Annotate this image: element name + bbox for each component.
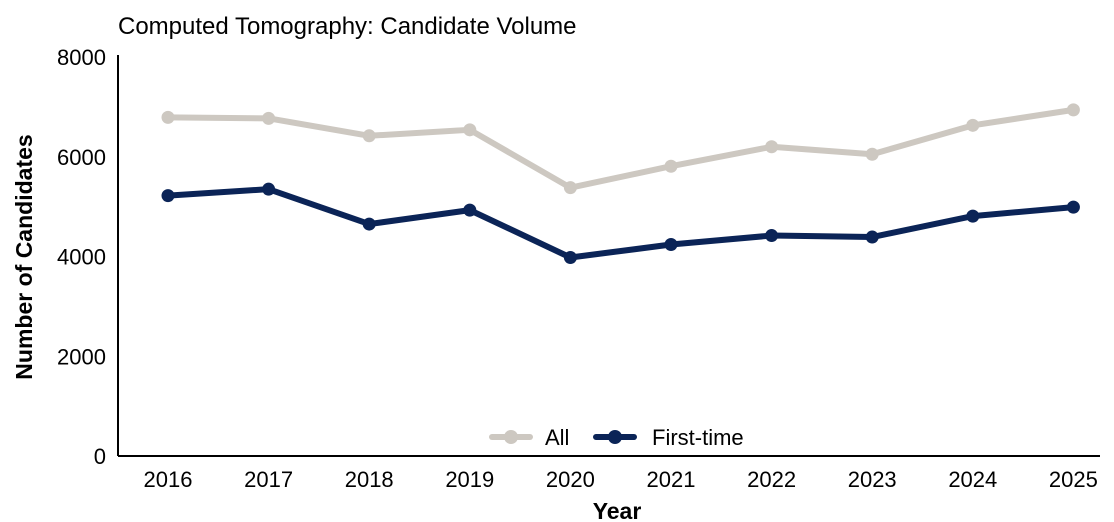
data-point xyxy=(161,189,175,203)
series-layer xyxy=(161,103,1080,264)
y-axis: 0 2000 4000 6000 8000 xyxy=(57,45,119,469)
data-point xyxy=(966,118,980,132)
legend-marker xyxy=(504,430,518,444)
data-point xyxy=(262,182,276,196)
series-all xyxy=(161,103,1080,195)
legend-item: First-time xyxy=(593,425,744,450)
y-tick-label: 0 xyxy=(94,444,106,469)
data-point xyxy=(765,140,779,154)
data-point xyxy=(865,230,879,244)
x-tick-label: 2019 xyxy=(445,467,494,492)
x-tick-label: 2018 xyxy=(345,467,394,492)
x-axis-title: Year xyxy=(593,498,642,522)
y-tick-label: 8000 xyxy=(57,45,106,70)
data-point xyxy=(765,229,779,243)
legend-label: All xyxy=(545,425,569,450)
data-point xyxy=(463,123,477,137)
data-point xyxy=(1066,103,1080,117)
y-tick-label: 4000 xyxy=(57,245,106,270)
data-point xyxy=(966,209,980,223)
legend-item: All xyxy=(489,425,569,450)
series-line xyxy=(165,186,1077,261)
x-tick-label: 2020 xyxy=(546,467,595,492)
x-tick-label: 2022 xyxy=(747,467,796,492)
data-point xyxy=(664,159,678,173)
data-point xyxy=(563,181,577,195)
y-tick-label: 2000 xyxy=(57,344,106,369)
y-axis-title: Number of Candidates xyxy=(11,134,37,379)
x-tick-label: 2016 xyxy=(144,467,193,492)
x-tick-label: 2024 xyxy=(948,467,997,492)
data-point xyxy=(362,129,376,143)
legend-marker xyxy=(608,430,622,444)
x-tick-label: 2021 xyxy=(647,467,696,492)
x-axis: 2016 2017 2018 2019 2020 2021 2022 2023 2024 2025 xyxy=(118,455,1100,492)
data-point xyxy=(161,110,175,124)
x-tick-label: 2017 xyxy=(244,467,293,492)
data-point xyxy=(463,203,477,217)
data-point xyxy=(262,111,276,125)
chart-title: Computed Tomography: Candidate Volume xyxy=(118,13,577,40)
data-point xyxy=(865,147,879,161)
series-first-time xyxy=(161,182,1080,264)
legend: All First-time xyxy=(489,425,744,450)
x-tick-label: 2023 xyxy=(848,467,897,492)
data-point xyxy=(664,238,678,252)
legend-label: First-time xyxy=(652,425,744,450)
x-tick-label: 2025 xyxy=(1049,467,1098,492)
y-tick-label: 6000 xyxy=(57,145,106,170)
data-point xyxy=(1066,200,1080,214)
series-line xyxy=(165,106,1077,191)
data-point xyxy=(563,250,577,264)
data-point xyxy=(362,217,376,231)
